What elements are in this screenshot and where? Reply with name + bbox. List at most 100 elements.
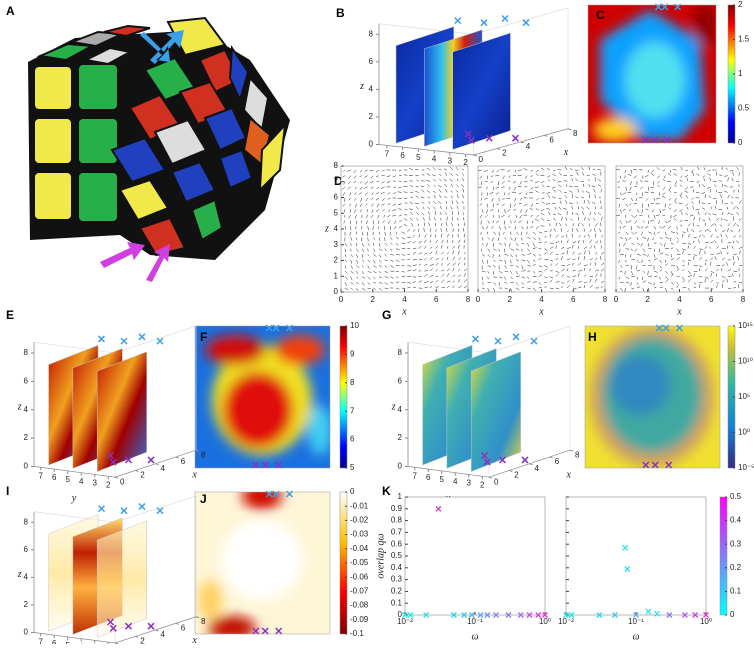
y-tick-label: 0.6 (391, 539, 403, 548)
z-tick-label: 6 (398, 376, 403, 385)
z-tick-label: 2 (398, 433, 403, 442)
y-tick-label: 2 (334, 256, 339, 265)
x-tick-label: 6 (555, 457, 560, 466)
cross-marker (148, 623, 154, 629)
x-axis-label: x (191, 469, 197, 480)
x-tick-label: 2 (140, 637, 145, 644)
x-tick-label: 6 (181, 457, 186, 466)
colorbar-tick-label: 5 (350, 463, 355, 472)
y-tick-label: 7 (334, 177, 339, 186)
heatmap-H (585, 326, 720, 468)
box-edge (34, 512, 115, 523)
z-tick-label: 2 (24, 600, 29, 609)
y-tick-label: 4 (453, 477, 458, 486)
cross-marker (121, 338, 127, 344)
x-tick-label: 6 (571, 295, 576, 304)
y-tick-label: 7 (39, 637, 44, 644)
colorbar-tick-label: 0 (730, 610, 735, 619)
colorbar-tick-label: -0.04 (350, 544, 369, 553)
z-tick-label: 2 (369, 112, 374, 121)
x-tick-label: 8 (575, 450, 580, 459)
x-tick-label: 0 (476, 295, 481, 304)
y-tick-label: 3 (467, 479, 472, 488)
colorbar-tick-label: 1.5 (738, 35, 750, 44)
cross-marker (523, 20, 529, 26)
z-tick-label: 0 (398, 462, 403, 471)
cross-marker (513, 334, 519, 340)
x-tick-label: 0 (120, 477, 125, 486)
x-tick-label: 0 (614, 295, 619, 304)
x-tick (176, 457, 179, 458)
panel-label: B (336, 6, 345, 20)
y-tick-label: 4 (432, 155, 437, 164)
z-axis-label: z (359, 81, 364, 92)
box-edge (115, 326, 196, 353)
rubiks-cube (28, 18, 290, 282)
colorbar-tick-label: -0.07 (350, 587, 369, 596)
cross-marker (513, 135, 519, 141)
slab (471, 352, 521, 472)
x-axis-label: x (676, 306, 682, 317)
cross-marker (531, 338, 537, 344)
cross-marker (99, 336, 105, 342)
cross-marker (522, 457, 528, 463)
colorbar (340, 326, 347, 468)
x-tick-label: 2 (140, 471, 145, 480)
quiver-frame (616, 166, 743, 292)
z-axis-label: z (391, 401, 396, 412)
box-edge (34, 342, 115, 353)
colorbar-tick-label: 10⁰ (738, 428, 750, 437)
y-axis-label: z (324, 223, 329, 234)
y-tick-label: 5 (440, 475, 445, 484)
colorbar-tick-label: 0 (738, 138, 743, 147)
panel-label: J (200, 492, 207, 506)
y-tick-label: 3 (334, 240, 339, 249)
slab (97, 521, 146, 638)
x-tick-label: 8 (201, 617, 206, 626)
cross-marker (481, 20, 487, 26)
x-tick-label: 2 (514, 471, 519, 480)
colorbar-tick-label: 0.4 (730, 516, 742, 525)
cross-marker (502, 16, 508, 22)
y-tick-label: 0.8 (391, 516, 403, 525)
colorbar-tick-label: 1 (738, 69, 743, 78)
cross-marker (148, 457, 154, 463)
x-tick-label: 10⁻² (558, 617, 574, 626)
colorbar-tick-label: 0.3 (730, 539, 742, 548)
x-axis-label: x (565, 469, 571, 480)
colorbar-tick-label: 0.2 (730, 563, 742, 572)
y-tick-label: 0.5 (391, 551, 403, 560)
x-tick-label: 10⁻¹ (467, 617, 483, 626)
colorbar-tick-label: 10⁻⁵ (738, 463, 754, 472)
heatmap-F (195, 326, 332, 468)
x-tick-label: 4 (161, 464, 166, 473)
x-tick-label: 4 (526, 142, 531, 151)
heatmap-C (588, 3, 717, 143)
z-tick-label: 8 (24, 517, 29, 526)
x-tick-label: 10⁰ (539, 617, 551, 626)
cross-marker (121, 508, 127, 514)
x-tick (115, 477, 118, 478)
slab (453, 33, 511, 150)
z-tick-label: 6 (24, 545, 29, 554)
y-tick-label: 0 (334, 287, 339, 296)
quiver-frame (478, 166, 605, 292)
colorbar-tick-label: 10¹⁰ (738, 357, 753, 366)
colorbar-tick-label: -0.01 (350, 501, 369, 510)
slab (97, 352, 146, 472)
colorbar-tick-label: 10⁵ (738, 392, 750, 401)
colorbar-tick-label: 10 (350, 321, 359, 330)
x-tick-label: 8 (741, 295, 746, 304)
y-tick-label: 2 (480, 480, 485, 489)
y-tick-label: 6 (52, 639, 57, 644)
x-axis-label: ω (632, 631, 639, 642)
z-tick-label: 4 (398, 405, 403, 414)
y-axis-label: y (71, 493, 77, 504)
y-tick-label: 0.2 (391, 587, 403, 596)
cross-marker (139, 334, 145, 340)
x-tick-label: 4 (535, 464, 540, 473)
y-tick-label: 6 (426, 473, 431, 482)
z-tick-label: 4 (369, 84, 374, 93)
x-tick (135, 636, 138, 637)
y-tick-label: 3 (448, 156, 453, 165)
